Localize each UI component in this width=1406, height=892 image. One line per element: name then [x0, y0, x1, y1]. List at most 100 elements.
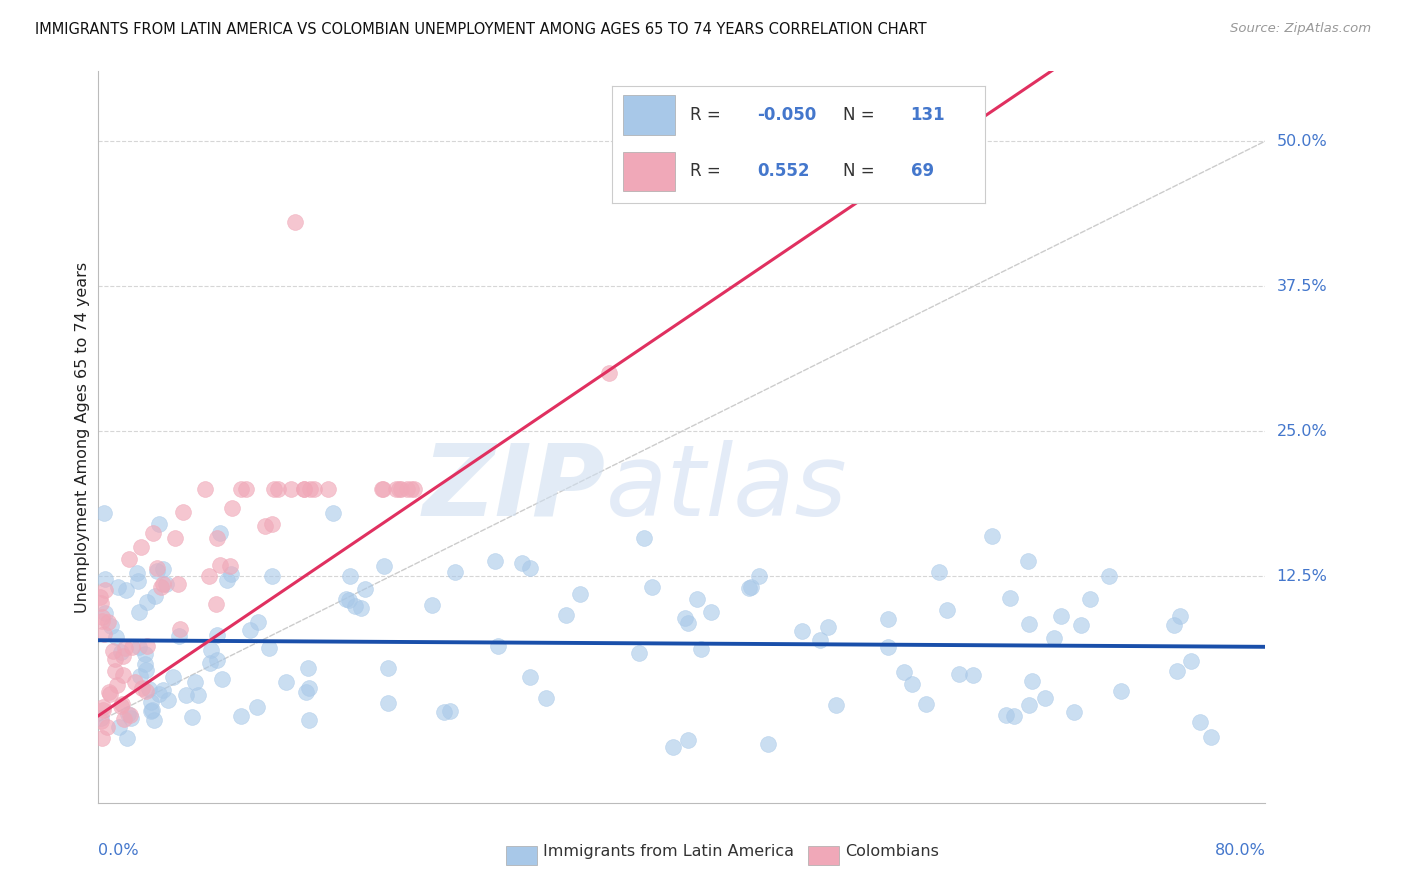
Point — [700, 605, 723, 619]
Point — [1033, 690, 1056, 705]
Point — [568, 587, 591, 601]
Point — [135, 640, 157, 654]
Point — [377, 661, 399, 675]
Point — [519, 560, 541, 574]
Text: 50.0%: 50.0% — [1277, 134, 1327, 149]
Point — [486, 640, 509, 654]
Point — [142, 713, 165, 727]
Point — [94, 572, 117, 586]
Point — [90, 615, 112, 629]
Point — [114, 583, 136, 598]
Point — [100, 618, 122, 632]
Point — [117, 707, 139, 722]
Point — [686, 592, 709, 607]
Point — [1042, 631, 1064, 645]
Point — [1163, 617, 1185, 632]
Point — [259, 641, 281, 656]
Point — [91, 700, 114, 714]
Point — [125, 566, 148, 581]
Point — [111, 698, 134, 712]
Point — [138, 682, 160, 697]
Point — [1063, 705, 1085, 719]
Point — [103, 643, 125, 657]
Point — [536, 690, 558, 705]
Point — [302, 483, 325, 497]
Point — [292, 483, 315, 497]
Point — [219, 558, 242, 573]
Point — [91, 731, 114, 745]
Point — [995, 708, 1018, 723]
Point — [824, 698, 846, 713]
Point — [194, 483, 217, 497]
Point — [335, 591, 357, 606]
Point — [439, 704, 461, 718]
Text: Colombians: Colombians — [845, 845, 939, 859]
Point — [1180, 655, 1202, 669]
Point — [172, 505, 194, 519]
Point — [1002, 708, 1025, 723]
Point — [641, 580, 664, 594]
Text: 12.5%: 12.5% — [1277, 569, 1327, 584]
Point — [98, 684, 121, 698]
Text: 80.0%: 80.0% — [1215, 843, 1265, 858]
Point — [205, 531, 228, 545]
Point — [737, 582, 759, 596]
Point — [200, 642, 222, 657]
Point — [322, 506, 344, 520]
Point — [115, 731, 138, 745]
Text: atlas: atlas — [606, 440, 848, 537]
Point — [97, 615, 120, 629]
Point — [817, 620, 839, 634]
Point — [433, 705, 456, 719]
Point — [266, 483, 288, 497]
Point — [93, 507, 115, 521]
Point — [152, 576, 174, 591]
Point — [1199, 731, 1222, 745]
Point — [184, 675, 207, 690]
Point — [385, 483, 408, 497]
Point — [135, 684, 157, 698]
Point — [297, 661, 319, 675]
Point — [155, 577, 177, 591]
Point — [808, 632, 831, 647]
Point — [598, 366, 620, 380]
Point — [110, 645, 132, 659]
Point — [163, 531, 186, 545]
Point — [253, 519, 276, 533]
Point — [676, 616, 699, 631]
Point — [676, 732, 699, 747]
Point — [396, 483, 419, 497]
Point — [91, 703, 114, 717]
Point — [208, 526, 231, 541]
Point — [748, 569, 770, 583]
Point — [169, 622, 191, 636]
Point — [142, 526, 165, 541]
Point — [156, 692, 179, 706]
Point — [181, 709, 204, 723]
Point — [484, 554, 506, 568]
Point — [176, 689, 198, 703]
Point — [1098, 569, 1121, 583]
Point — [146, 564, 169, 578]
Point — [354, 582, 377, 596]
Point — [280, 483, 302, 497]
Y-axis label: Unemployment Among Ages 65 to 74 years: Unemployment Among Ages 65 to 74 years — [75, 261, 90, 613]
Point — [298, 681, 321, 695]
Point — [229, 708, 252, 723]
Point — [373, 559, 395, 574]
Point — [350, 601, 373, 615]
Point — [105, 678, 128, 692]
Point — [274, 675, 297, 690]
Point — [167, 629, 190, 643]
Point — [112, 649, 135, 664]
Point — [96, 720, 118, 734]
Point — [131, 681, 153, 695]
Point — [128, 640, 150, 654]
Point — [152, 561, 174, 575]
Point — [1168, 608, 1191, 623]
Point — [980, 529, 1002, 543]
Point — [404, 483, 426, 497]
Point — [135, 663, 157, 677]
Point — [343, 599, 366, 613]
Text: 0.0%: 0.0% — [98, 843, 139, 858]
